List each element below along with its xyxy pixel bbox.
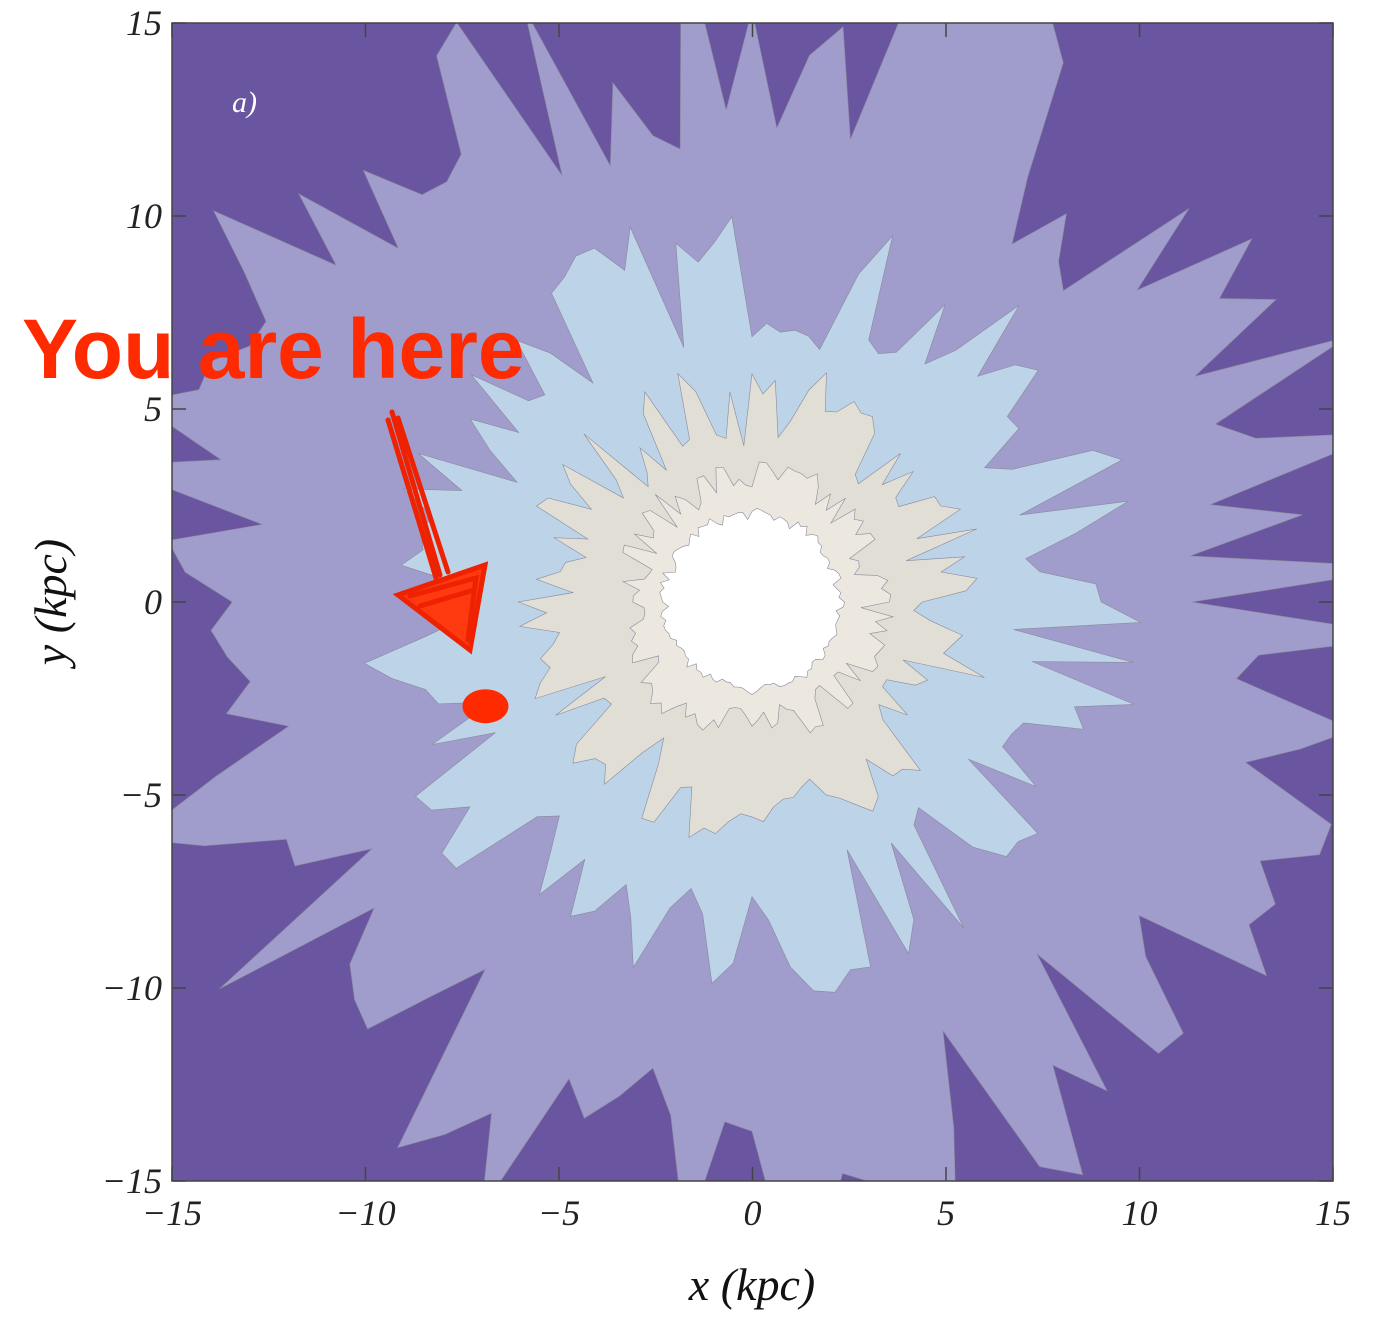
x-tick-label: 15 — [1315, 1193, 1351, 1233]
x-tick-label: 5 — [937, 1193, 955, 1233]
contour-region — [659, 508, 845, 695]
y-axis-label: y (kpc) — [25, 539, 76, 669]
arrow — [385, 409, 489, 655]
x-tick-label: −5 — [538, 1193, 580, 1233]
x-axis-label: x (kpc) — [688, 1259, 815, 1310]
x-tick-label: 0 — [744, 1193, 762, 1233]
y-tick-label: 0 — [144, 582, 162, 622]
y-tick-label: 10 — [126, 196, 162, 236]
location-marker — [462, 689, 509, 724]
y-tick-label: −5 — [120, 775, 162, 815]
x-tick-label: 10 — [1122, 1193, 1158, 1233]
y-tick-label: −15 — [102, 1161, 162, 1201]
contour-regions — [172, 23, 1333, 1181]
y-tick-label: −10 — [102, 968, 162, 1008]
y-tick-label: 5 — [144, 389, 162, 429]
annotation: You are here — [22, 302, 525, 396]
x-tick-label: −10 — [335, 1193, 395, 1233]
y-tick-label: 15 — [126, 3, 162, 43]
x-tick-label: −15 — [142, 1193, 202, 1233]
panel-label: a) — [232, 86, 257, 119]
